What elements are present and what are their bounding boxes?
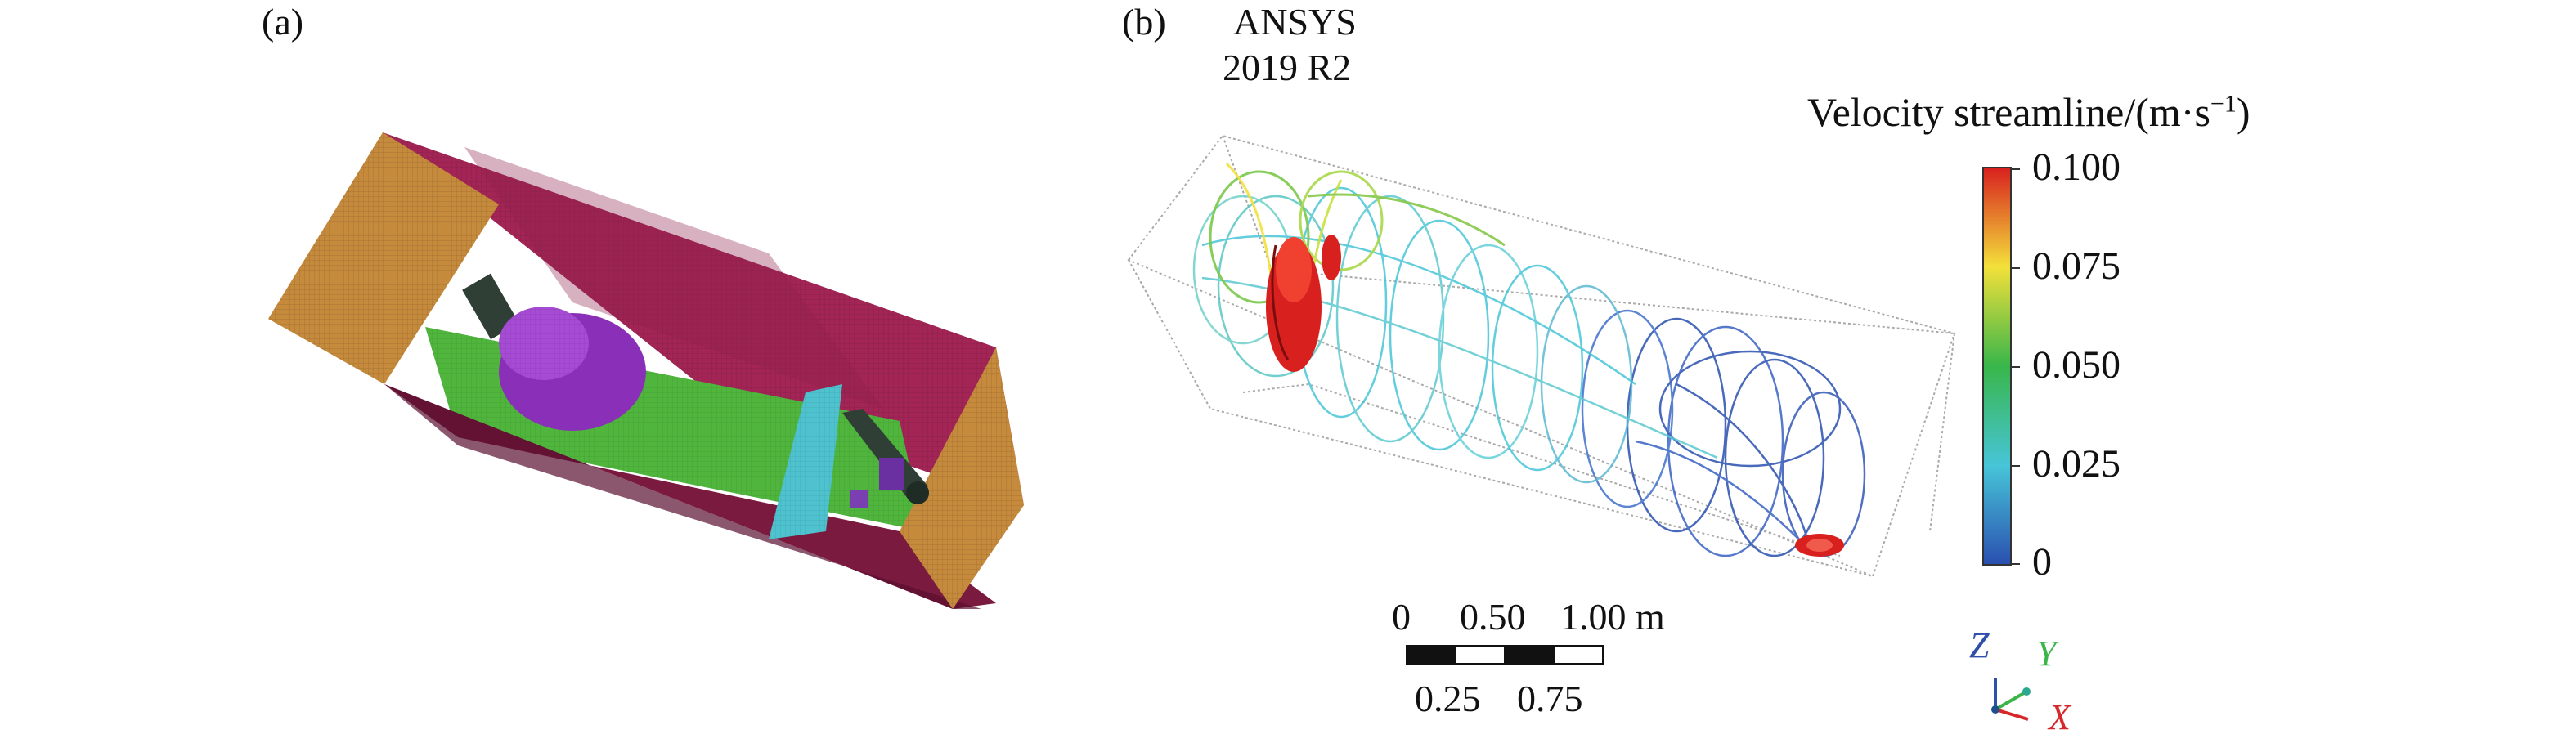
axis-z-label: Z (1969, 625, 1990, 665)
software-name: ANSYS (1233, 1, 1357, 43)
front-wall (268, 319, 996, 609)
scale-label-bottom: 0.75 (1517, 678, 1583, 719)
streamlines-cyan (1192, 186, 1718, 484)
panel-a-label: (a) (262, 1, 304, 43)
mesh-model (268, 132, 1024, 609)
colorbar-tick-label: 0.100 (2032, 145, 2120, 189)
axis-x-label: X (2049, 697, 2071, 737)
software-version: 2019 R2 (1223, 47, 1352, 88)
scale-bar (1406, 645, 1604, 665)
colorbar-tick-label: 0.075 (2032, 244, 2120, 288)
streamline-view (1127, 134, 1956, 578)
scale-label-top: 1.00 m (1560, 596, 1665, 638)
panel-b-label: (b) (1122, 1, 1166, 43)
scale-label-bottom: 0.25 (1415, 678, 1481, 719)
inlet-plume (1266, 235, 1341, 372)
axes-triad (1991, 678, 2031, 721)
scale-label-top: 0 (1392, 596, 1411, 638)
scale-label-top: 0.50 (1460, 596, 1526, 638)
colorbar-tick-label: 0.050 (2032, 343, 2120, 387)
outlet-pipe (842, 409, 928, 499)
cylinder-inlet (462, 273, 646, 431)
colorbar-tick-label: 0 (2032, 540, 2052, 584)
colorbar-tick-label: 0.025 (2032, 442, 2120, 486)
colorbar (1982, 167, 2012, 566)
outlet-spot (1795, 534, 1844, 557)
colorbar-ticks (2011, 168, 2020, 565)
legend-title: Velocity streamline/(m·s−1) (1807, 89, 2251, 135)
axis-y-label: Y (2036, 633, 2057, 674)
